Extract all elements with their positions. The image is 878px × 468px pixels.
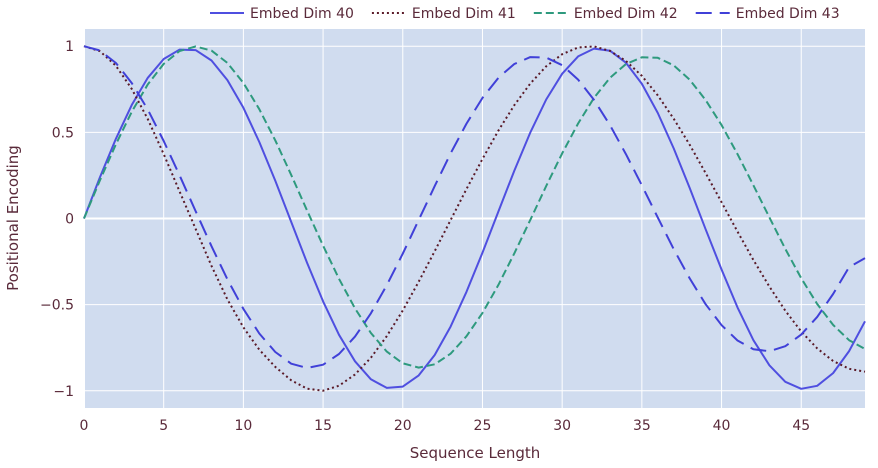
y-tick-label: −1	[53, 384, 74, 400]
legend-item-3[interactable]: Embed Dim 42	[533, 6, 678, 22]
y-tick-label: 0	[65, 212, 74, 228]
legend-label: Embed Dim 41	[412, 6, 516, 22]
x-axis-title: Sequence Length	[410, 444, 541, 462]
series-line-4	[83, 45, 866, 369]
grid	[83, 29, 865, 408]
series-line-3	[83, 45, 866, 369]
y-tick-label: −0.5	[40, 298, 74, 314]
x-tick-label: 25	[474, 418, 492, 434]
legend-item-4[interactable]: Embed Dim 43	[695, 6, 840, 22]
x-tick-labels: 0 5 10 15 20 25 30 35 40 45	[80, 418, 811, 434]
legend-label: Embed Dim 43	[736, 6, 840, 22]
y-tick-labels: 1 0.5 0 −0.5 −1	[40, 39, 74, 400]
legend-item-1[interactable]: Embed Dim 40	[210, 6, 354, 22]
x-tick-label: 20	[394, 418, 412, 434]
x-tick-label: 15	[314, 418, 332, 434]
x-tick-label: 5	[159, 418, 168, 434]
legend[interactable]: Embed Dim 40 Embed Dim 41 Embed Dim 42 Embe…	[210, 6, 840, 22]
series-line-1	[83, 47, 866, 390]
x-tick-label: 30	[553, 418, 571, 434]
y-axis-title: Positional Encoding	[4, 145, 22, 291]
x-tick-label: 10	[234, 418, 252, 434]
x-tick-label: 35	[633, 418, 651, 434]
legend-label: Embed Dim 42	[574, 6, 678, 22]
legend-item-2[interactable]: Embed Dim 41	[371, 6, 516, 22]
y-tick-label: 1	[65, 39, 74, 55]
legend-label: Embed Dim 40	[250, 6, 354, 22]
x-tick-label: 40	[713, 418, 731, 434]
x-tick-label: 0	[80, 418, 89, 434]
series-group	[83, 45, 866, 392]
y-tick-label: 0.5	[52, 125, 74, 141]
x-tick-label: 45	[792, 418, 810, 434]
series-line-2	[83, 45, 866, 392]
